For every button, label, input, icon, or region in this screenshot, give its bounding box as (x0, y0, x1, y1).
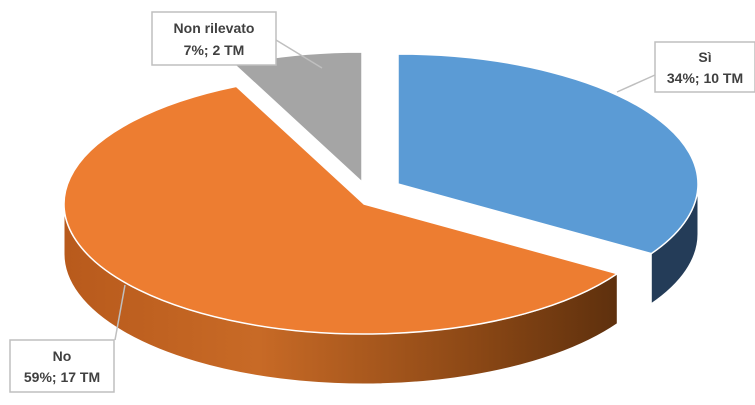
data-label-si: Sì 34%; 10 TM (616, 41, 755, 93)
slice-si (397, 53, 699, 255)
leader-line-si (616, 74, 656, 93)
label-value-si: 34%; 10 TM (667, 70, 743, 86)
label-box-no (9, 339, 115, 393)
data-label-non-rilevato: Non rilevato 7%; 2 TM (151, 11, 323, 69)
leader-line-no (114, 284, 126, 341)
label-value-non-rilevato: 7%; 2 TM (184, 42, 245, 58)
data-labels-layer: Sì 34%; 10 TM No 59%; 17 TM Non rilevato… (9, 11, 755, 393)
slice-tops-layer (63, 51, 699, 335)
leader-line-non-rilevato (275, 39, 323, 69)
label-name-no: No (53, 348, 72, 364)
data-label-no: No 59%; 17 TM (9, 284, 126, 393)
label-name-si: Sì (698, 49, 711, 65)
label-box-si (654, 41, 755, 93)
slice-no (63, 85, 620, 335)
label-name-non-rilevato: Non rilevato (174, 20, 255, 36)
label-value-no: 59%; 17 TM (24, 369, 100, 385)
label-box-non-rilevato (151, 11, 277, 66)
